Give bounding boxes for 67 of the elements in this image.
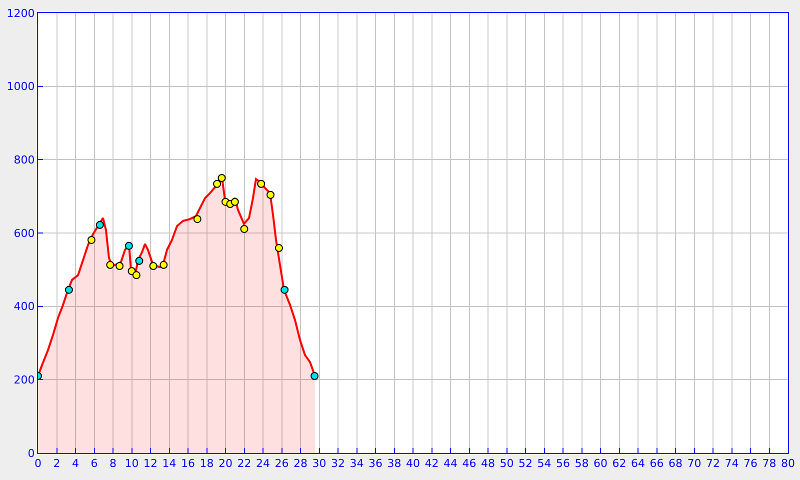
point (124, 242, 133, 250)
x-tick-label: 80 (781, 457, 795, 470)
point (240, 224, 248, 233)
x-tick-label: 10 (124, 457, 139, 470)
x-tick-label: 4 (72, 457, 79, 470)
y-tick-label: 400 (14, 300, 35, 314)
point (106, 260, 114, 269)
x-tick-label: 48 (481, 457, 495, 470)
point (116, 262, 124, 270)
x-tick-label: 22 (237, 457, 252, 470)
point (135, 256, 144, 265)
point (280, 286, 289, 294)
x-tick-label: 64 (631, 457, 645, 470)
point (230, 198, 239, 206)
x-tick-label: 40 (406, 457, 420, 470)
x-tick-label: 68 (668, 457, 682, 470)
x-tick-label: 36 (368, 457, 382, 470)
x-tick-label: 8 (110, 457, 116, 470)
point (218, 174, 226, 182)
x-tick-label: 58 (574, 457, 589, 470)
point (310, 372, 319, 380)
y-tick-label: 1200 (6, 6, 35, 20)
point (160, 260, 168, 269)
y-tick-label: 1000 (6, 80, 35, 94)
x-tick-label: 74 (724, 457, 739, 470)
x-tick-label: 6 (90, 457, 98, 470)
y-tick-label: 0 (28, 446, 35, 460)
x-tick-label: 28 (294, 457, 308, 470)
point (257, 180, 266, 188)
x-tick-label: 20 (218, 457, 232, 470)
x-tick-label: 24 (256, 457, 270, 470)
point (274, 244, 283, 252)
x-tick-label: 70 (687, 457, 702, 470)
x-tick-label: 54 (537, 457, 552, 470)
y-tick-label: 200 (14, 374, 35, 387)
x-tick-label: 14 (162, 457, 176, 470)
x-tick-label: 50 (500, 457, 514, 470)
x-tick-label: 44 (444, 457, 458, 470)
x-tick-label: 42 (424, 457, 439, 470)
x-tick-label: 72 (706, 457, 720, 470)
x-tick-label: 30 (312, 457, 326, 470)
x-tick-label: 76 (744, 457, 758, 470)
x-tick-label: 34 (350, 457, 364, 470)
x-tick-label: 26 (274, 457, 289, 470)
x-tick-label: 56 (556, 457, 570, 470)
point (213, 180, 222, 188)
x-tick-label: 32 (331, 457, 345, 470)
point (64, 286, 73, 294)
point (149, 262, 158, 270)
x-tick-label: 60 (594, 457, 608, 470)
x-tick-label: 52 (518, 457, 532, 470)
point (132, 271, 140, 280)
point (87, 236, 96, 244)
x-tick-label: 38 (387, 457, 402, 470)
x-tick-label: 46 (462, 457, 476, 470)
point (266, 190, 274, 199)
y-tick-label: 600 (14, 226, 35, 240)
x-tick-label: 62 (612, 457, 626, 470)
point (96, 220, 104, 229)
point (193, 215, 202, 224)
y-tick-label: 800 (14, 154, 35, 167)
x-tick-label: 78 (762, 457, 776, 470)
x-tick-label: 16 (181, 457, 195, 470)
x-tick-label: 18 (200, 457, 214, 470)
x-tick-label: 2 (53, 457, 60, 470)
x-tick-label: 12 (144, 457, 158, 470)
x-tick-label: 66 (650, 457, 664, 470)
